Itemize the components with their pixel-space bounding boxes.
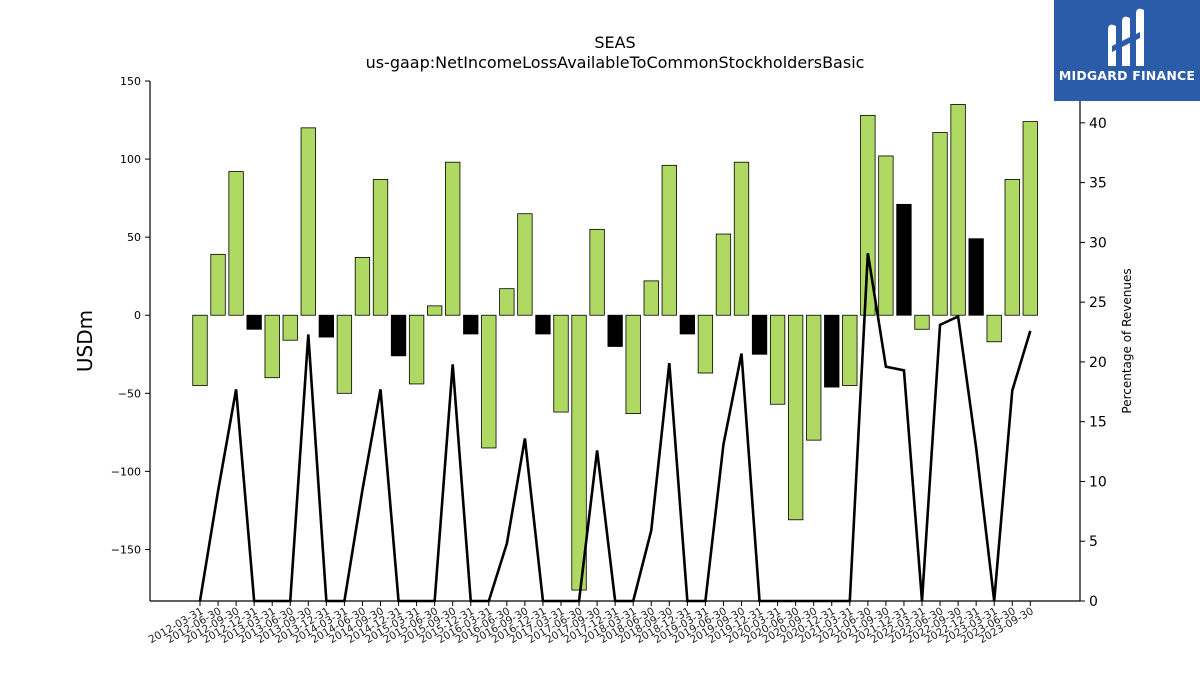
bar-2020-03-31 — [769, 314, 786, 405]
bar-2013-12-31 — [318, 314, 335, 338]
bar-2023-06-30 — [1004, 178, 1020, 316]
bar-2015-12-31 — [463, 314, 479, 335]
y-tick-label: 150 — [120, 75, 141, 88]
bar-2016-12-31 — [535, 314, 551, 335]
bar-2015-06-30 — [426, 305, 443, 316]
y2-tick-label: 30 — [1089, 235, 1107, 251]
y2-tick-label: 35 — [1089, 176, 1107, 192]
y-tick-label: −150 — [111, 543, 141, 556]
bar-2017-12-31 — [607, 314, 623, 347]
bar-2013-09-30 — [300, 127, 316, 316]
bar-2018-06-30 — [643, 280, 659, 316]
axes: −150−100−5005010015005101520253035402012… — [111, 75, 1107, 646]
bar-2016-09-30 — [517, 213, 533, 316]
bar-2021-06-30 — [860, 114, 876, 316]
y2-tick-label: 15 — [1089, 415, 1107, 431]
bar-2012-12-31 — [246, 314, 262, 330]
bar-2019-12-31 — [751, 314, 768, 355]
y-axis-label: USDm — [73, 310, 97, 372]
y-tick-label: 50 — [127, 231, 141, 244]
bar-2017-06-30 — [571, 314, 587, 591]
chart-title: SEAS — [594, 33, 635, 52]
chart-subtitle: us-gaap:NetIncomeLossAvailableToCommonSt… — [366, 53, 865, 72]
bar-2019-03-31 — [697, 314, 714, 374]
bar-2022-12-31 — [968, 238, 984, 316]
midgard-logo-icon — [1108, 8, 1144, 67]
y2-tick-label: 5 — [1089, 534, 1098, 550]
bar-2023-09-30 — [1022, 121, 1038, 316]
y2-tick-label: 40 — [1089, 116, 1107, 132]
y2-tick-label: 10 — [1089, 474, 1107, 490]
bar-2020-09-30 — [806, 314, 822, 441]
bar-2021-12-31 — [896, 203, 912, 316]
bar-2019-06-30 — [715, 233, 732, 316]
bar-2022-03-31 — [914, 314, 930, 330]
bar-2016-06-30 — [499, 288, 515, 316]
bar-series — [192, 104, 1038, 591]
bar-2014-09-30 — [372, 178, 389, 316]
y2-tick-label: 20 — [1089, 355, 1107, 371]
bar-2013-06-30 — [282, 314, 298, 341]
y-tick-label: 0 — [134, 309, 141, 322]
bar-2022-06-30 — [932, 132, 948, 316]
bar-2012-03-31 — [192, 314, 208, 386]
bar-2012-06-30 — [210, 253, 226, 316]
bar-2014-03-31 — [336, 314, 353, 394]
y-tick-label: 100 — [120, 153, 141, 166]
bar-2018-12-31 — [679, 314, 695, 335]
brand-logo: MIDGARD FINANCE — [1054, 0, 1200, 101]
bar-2018-03-31 — [625, 314, 641, 415]
bar-2013-03-31 — [264, 314, 280, 379]
bar-2023-03-31 — [986, 314, 1002, 343]
y2-tick-label: 0 — [1089, 594, 1098, 610]
bar-2021-09-30 — [878, 155, 894, 316]
bar-2018-09-30 — [661, 164, 677, 316]
bar-2016-03-31 — [481, 314, 497, 449]
bar-2014-06-30 — [354, 257, 371, 316]
y-tick-label: −50 — [118, 387, 141, 400]
bar-2015-03-31 — [408, 314, 425, 385]
bar-2020-06-30 — [788, 314, 804, 521]
y-tick-label: −100 — [111, 465, 141, 478]
bar-2017-09-30 — [589, 228, 605, 316]
bar-2015-09-30 — [445, 161, 461, 316]
bar-2021-03-31 — [842, 314, 858, 386]
bar-2017-03-31 — [553, 314, 569, 413]
bar-2022-09-30 — [950, 104, 966, 316]
bar-2020-12-31 — [824, 314, 840, 388]
bar-2019-09-30 — [733, 161, 750, 316]
y2-tick-label: 25 — [1089, 295, 1107, 311]
brand-name: MIDGARD FINANCE — [1058, 68, 1196, 83]
bar-2014-12-31 — [390, 314, 407, 357]
y2-axis-label: Percentage of Revenues — [1120, 268, 1134, 413]
bar-2012-09-30 — [228, 171, 244, 316]
